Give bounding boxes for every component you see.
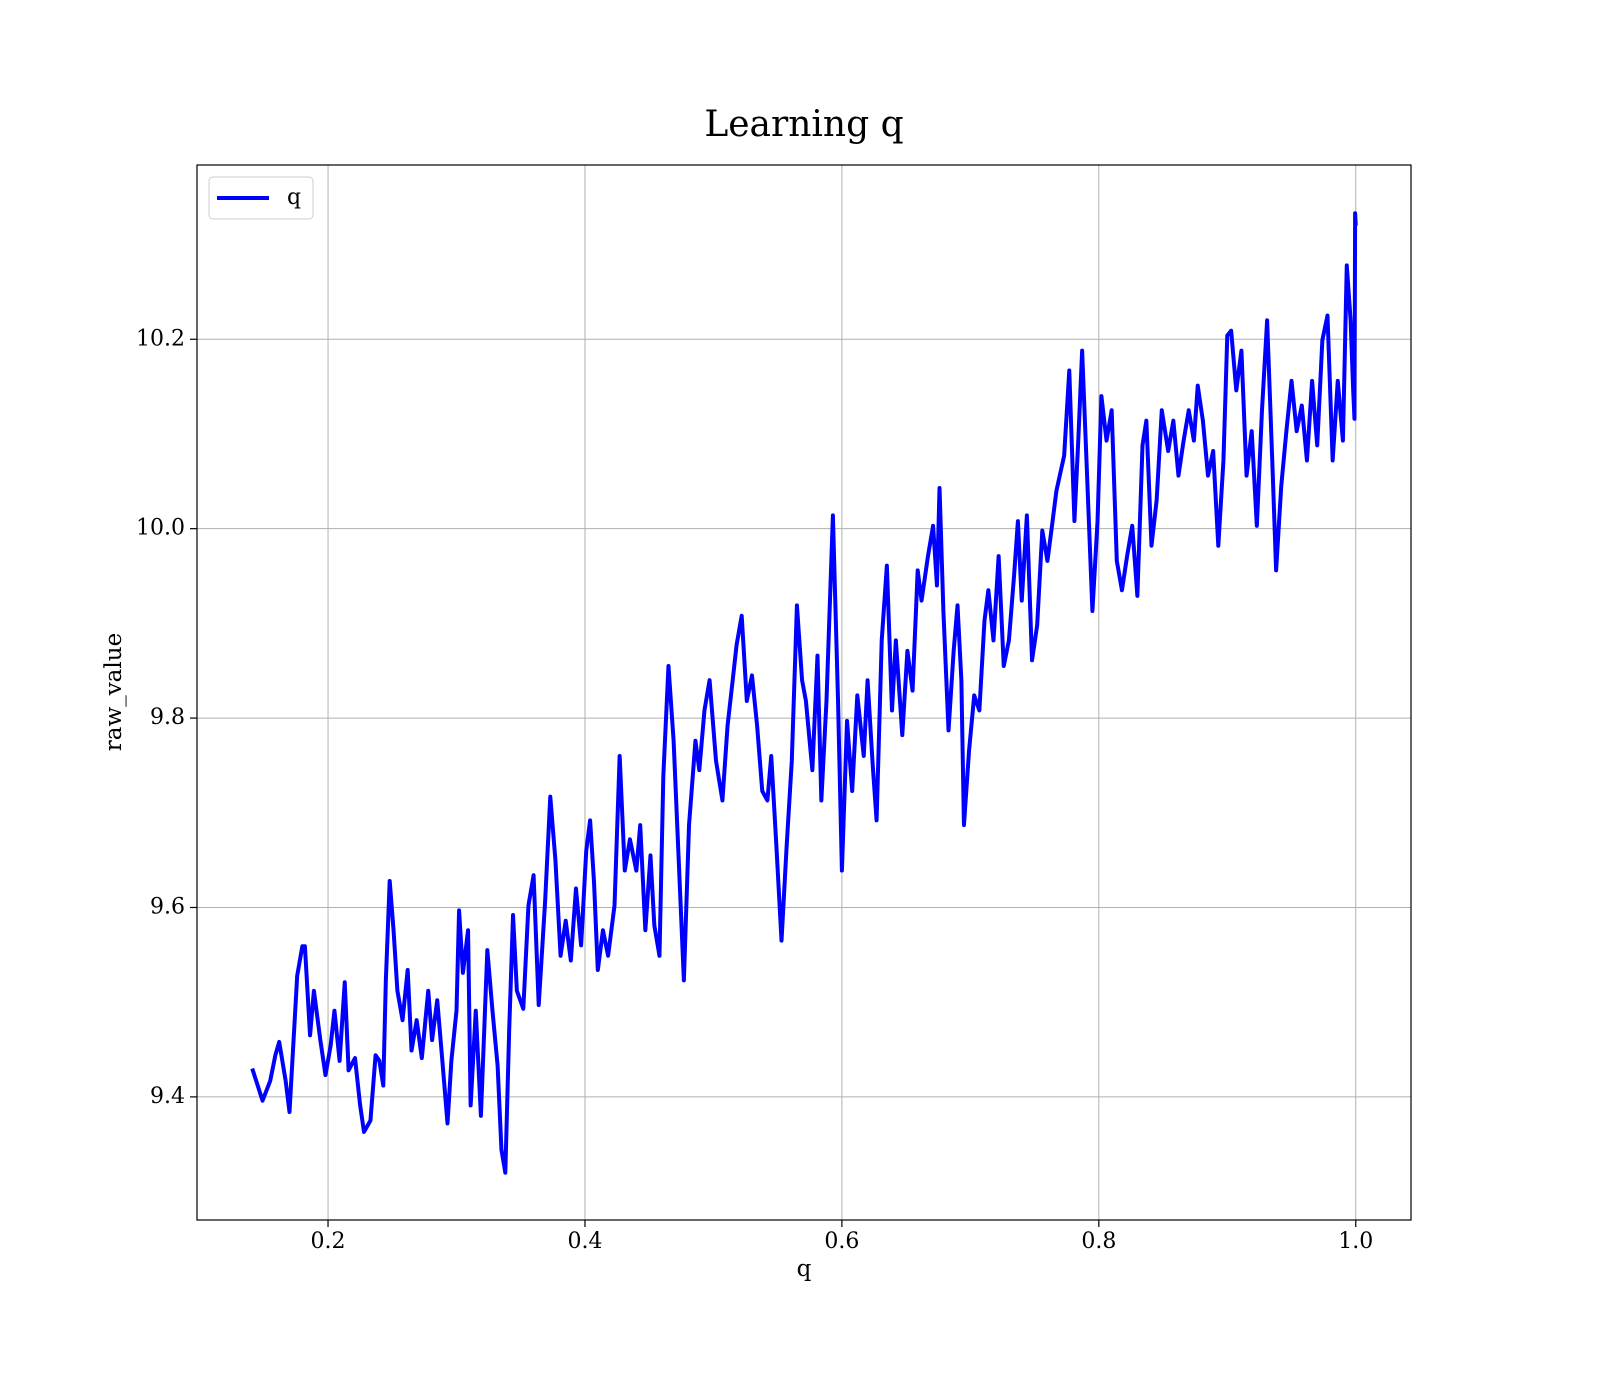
y-tick-label: 9.6 [150,894,185,919]
y-axis-label: raw_value [101,633,127,751]
x-tick-label: 0.6 [824,1229,859,1254]
y-tick-label: 10.2 [136,326,185,351]
y-tick-label: 9.4 [150,1084,185,1109]
plot-frame [196,164,1412,1221]
x-tick-label: 0.2 [311,1229,346,1254]
x-tick-label: 1.0 [1338,1229,1373,1254]
y-tick-label: 9.8 [150,705,185,730]
chart-title: Learning q [704,104,903,145]
x-axis-label: q [797,1256,812,1282]
legend-label: q [287,185,301,210]
data-line [250,211,1358,1175]
x-tick-label: 0.8 [1081,1229,1116,1254]
x-tick-label: 0.4 [567,1229,602,1254]
y-tick-label: 10.0 [136,516,185,541]
